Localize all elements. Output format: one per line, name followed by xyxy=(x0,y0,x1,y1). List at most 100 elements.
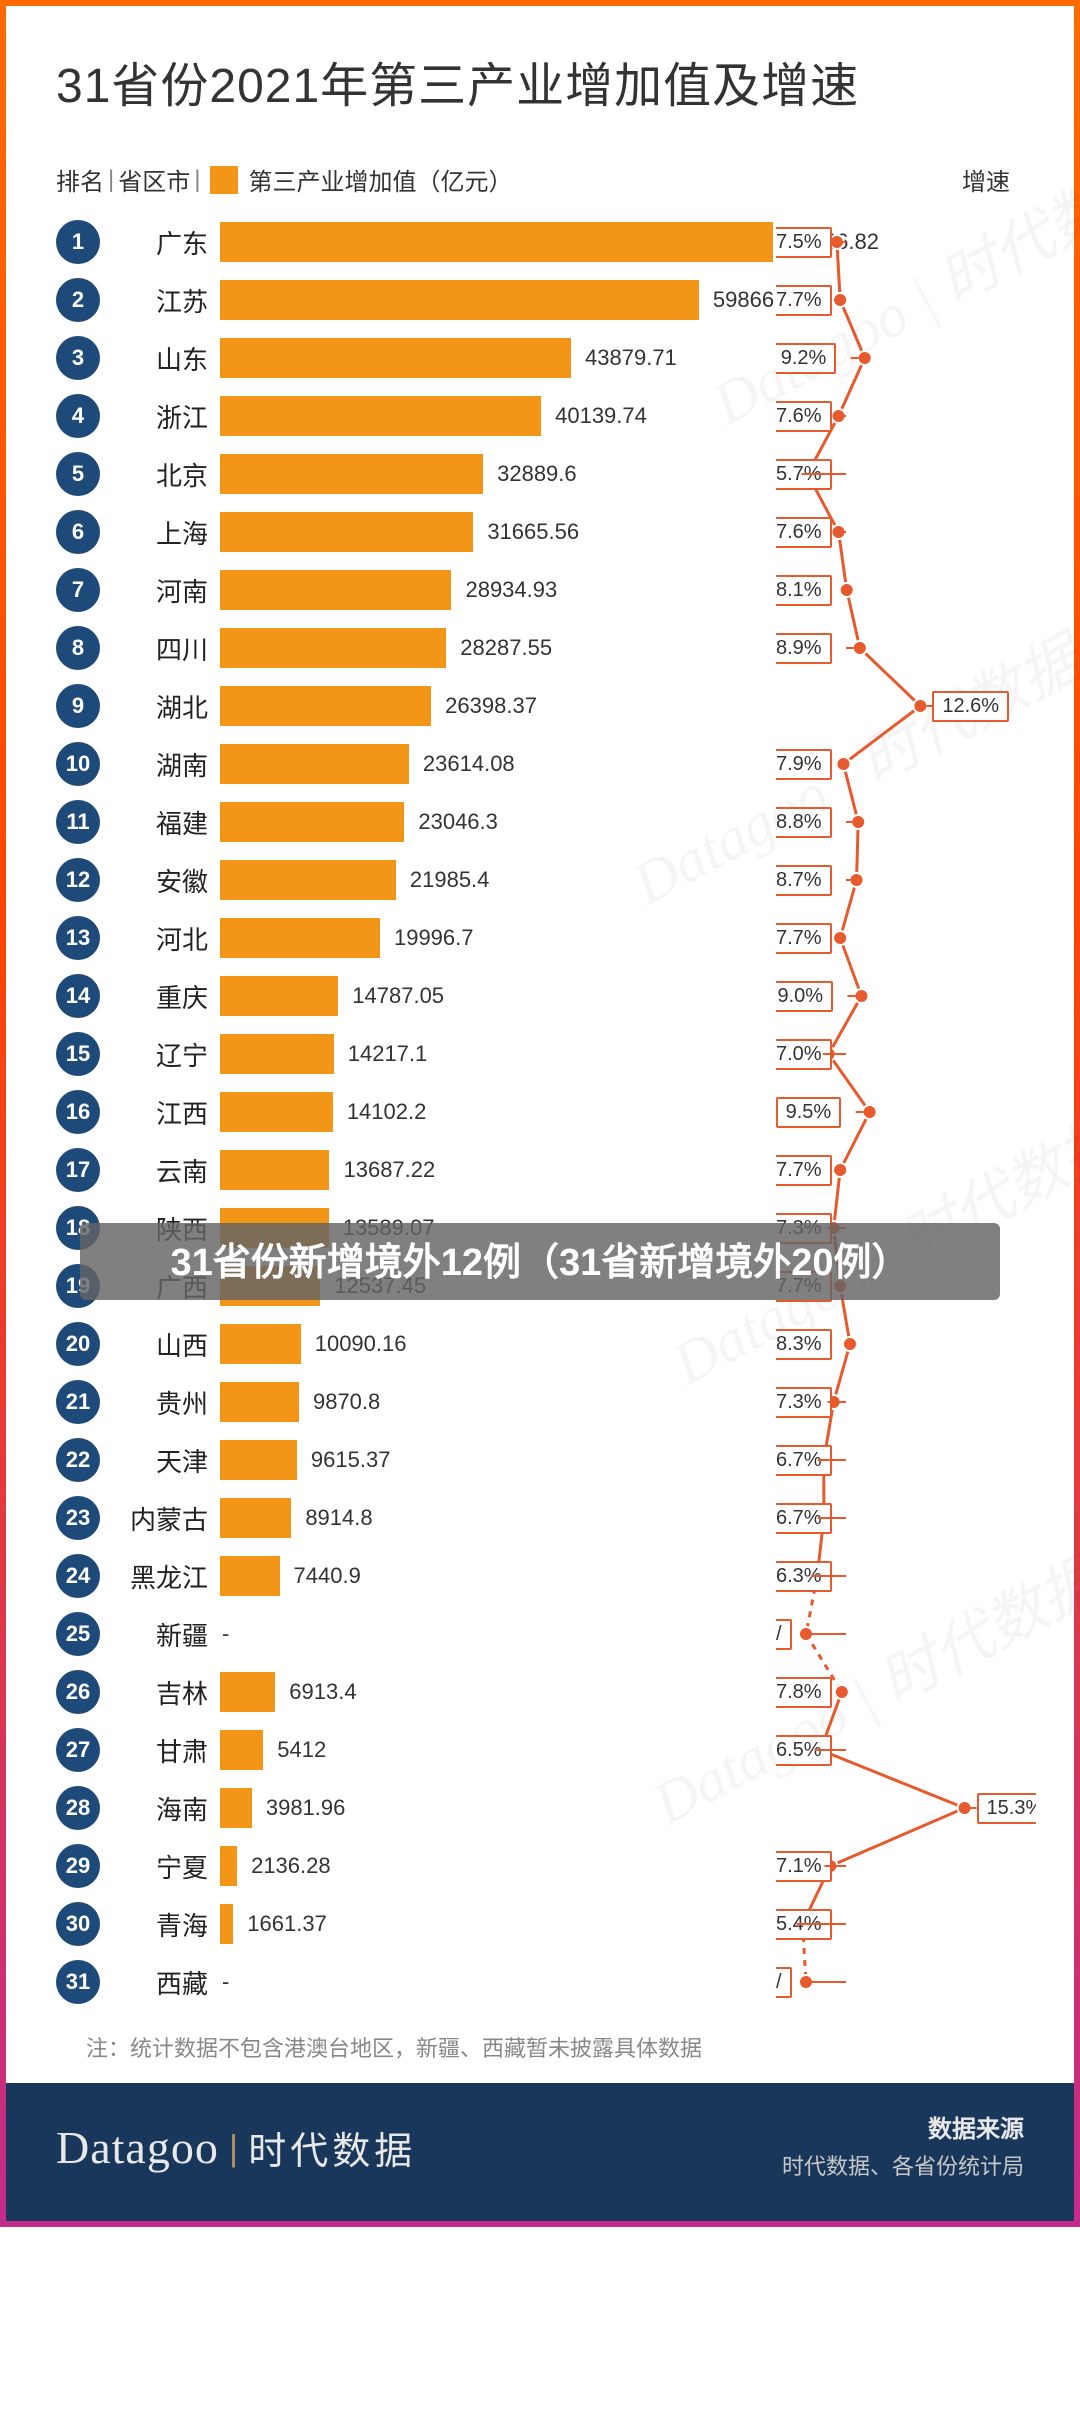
bar xyxy=(220,1730,263,1770)
rank-badge: 13 xyxy=(56,916,100,960)
bar-value-label: 10090.16 xyxy=(315,1331,407,1357)
bar-area: - xyxy=(220,1962,820,2002)
chart-row: 14重庆14787.05 xyxy=(56,967,1024,1025)
bar-value-label: - xyxy=(222,1969,229,1995)
bar xyxy=(220,918,380,958)
brand-en: Datagoo xyxy=(56,2121,219,2174)
province-label: 山西 xyxy=(108,1326,208,1363)
rank-badge: 14 xyxy=(56,974,100,1018)
rank-badge: 20 xyxy=(56,1322,100,1366)
rank-badge: 5 xyxy=(56,452,100,496)
chart-row: 17云南13687.22 xyxy=(56,1141,1024,1199)
legend-sep-2: | xyxy=(194,166,200,194)
bar-value-label: 43879.71 xyxy=(585,345,677,371)
chart-row: 25新疆- xyxy=(56,1605,1024,1663)
province-label: 青海 xyxy=(108,1906,208,1943)
province-label: 贵州 xyxy=(108,1384,208,1421)
legend-province: 省区市 xyxy=(118,162,190,197)
bar-area: - xyxy=(220,1614,820,1654)
bar xyxy=(220,1904,233,1944)
brand-sep: | xyxy=(229,2127,238,2169)
province-label: 甘肃 xyxy=(108,1732,208,1769)
province-label: 广东 xyxy=(108,224,208,261)
province-label: 西藏 xyxy=(108,1964,208,2001)
chart-row: 7河南 28934.93 xyxy=(56,561,1024,619)
legend-row: 排名 | 省区市 | 第三产业增加值（亿元） 增速 xyxy=(6,126,1074,203)
province-label: 浙江 xyxy=(108,398,208,435)
bar xyxy=(220,1324,301,1364)
bar xyxy=(220,628,446,668)
chart-row: 8四川28287.55 xyxy=(56,619,1024,677)
province-label: 黑龙江 xyxy=(108,1558,208,1595)
bar-area: 8914.8 xyxy=(220,1498,820,1538)
rank-badge: 24 xyxy=(56,1554,100,1598)
chart-title: 31省份2021年第三产业增加值及增速 xyxy=(56,46,1024,116)
bar xyxy=(220,1092,333,1132)
bar-area: 21985.4 xyxy=(220,860,820,900)
bar-value-label: 19996.7 xyxy=(394,925,474,951)
bar xyxy=(220,686,431,726)
bar-value-label: 6913.4 xyxy=(289,1679,356,1705)
rank-badge: 27 xyxy=(56,1728,100,1772)
chart-row: 6上海31665.56 xyxy=(56,503,1024,561)
province-label: 福建 xyxy=(108,804,208,841)
province-label: 湖北 xyxy=(108,688,208,725)
chart-row: 16江西14102.2 xyxy=(56,1083,1024,1141)
bar-area: 28934.93 xyxy=(220,570,820,610)
bar-value-label: 5412 xyxy=(277,1737,326,1763)
legend-rank: 排名 xyxy=(56,162,104,197)
province-label: 山东 xyxy=(108,340,208,377)
bar-value-label: 28287.55 xyxy=(460,635,552,661)
province-label: 河南 xyxy=(108,572,208,609)
rank-badge: 31 xyxy=(56,1960,100,2004)
chart-row: 9湖北26398.37 xyxy=(56,677,1024,735)
rank-badge: 11 xyxy=(56,800,100,844)
bar-area: 2136.28 xyxy=(220,1846,820,1886)
footer: Datagoo | 时代数据 数据来源 时代数据、各省份统计局 xyxy=(6,2083,1074,2221)
rank-badge: 23 xyxy=(56,1496,100,1540)
bar-area: 6913.4 xyxy=(220,1672,820,1712)
rank-badge: 26 xyxy=(56,1670,100,1714)
chart-row: 31西藏- xyxy=(56,1953,1024,2011)
rank-badge: 7 xyxy=(56,568,100,612)
chart-row: 12安徽21985.4 xyxy=(56,851,1024,909)
bar xyxy=(220,1846,237,1886)
chart-row: 22天津9615.37 xyxy=(56,1431,1024,1489)
legend-left: 排名 | 省区市 | 第三产业增加值（亿元） xyxy=(56,162,512,197)
bar xyxy=(220,222,773,262)
bar xyxy=(220,1672,275,1712)
bar-area: 14787.05 xyxy=(220,976,820,1016)
province-label: 河北 xyxy=(108,920,208,957)
bar-area: 5412 xyxy=(220,1730,820,1770)
province-label: 安徽 xyxy=(108,862,208,899)
chart-row: 23内蒙古8914.8 xyxy=(56,1489,1024,1547)
bar xyxy=(220,1150,329,1190)
legend-growth: 增速 xyxy=(962,162,1010,197)
bar-area: 14217.1 xyxy=(220,1034,820,1074)
header: 31省份2021年第三产业增加值及增速 xyxy=(6,6,1074,126)
legend-swatch xyxy=(210,166,238,194)
chart-row: 1广东69146.82 xyxy=(56,213,1024,271)
rank-badge: 9 xyxy=(56,684,100,728)
bar xyxy=(220,1382,299,1422)
province-label: 新疆 xyxy=(108,1616,208,1653)
bar-value-label: 14787.05 xyxy=(352,983,444,1009)
province-label: 北京 xyxy=(108,456,208,493)
chart-row: 15辽宁14217.1 xyxy=(56,1025,1024,1083)
province-label: 吉林 xyxy=(108,1674,208,1711)
province-label: 上海 xyxy=(108,514,208,551)
bar-area: 59866.4 xyxy=(220,280,820,320)
bar xyxy=(220,338,571,378)
bar-area: 69146.82 xyxy=(220,222,879,262)
bar-area: 43879.71 xyxy=(220,338,820,378)
bar xyxy=(220,1498,291,1538)
bar xyxy=(220,396,541,436)
chart-row: 21贵州9870.8 xyxy=(56,1373,1024,1431)
bar-value-label: 21985.4 xyxy=(410,867,490,893)
rank-badge: 3 xyxy=(56,336,100,380)
bar-area: 28287.55 xyxy=(220,628,820,668)
chart-row: 28海南3981.96 xyxy=(56,1779,1024,1837)
legend-value: 第三产业增加值（亿元） xyxy=(248,162,512,197)
footnote: 注：统计数据不包含港澳台地区，新疆、西藏暂未披露具体数据 xyxy=(6,2021,1074,2083)
bar-area: 13687.22 xyxy=(220,1150,820,1190)
